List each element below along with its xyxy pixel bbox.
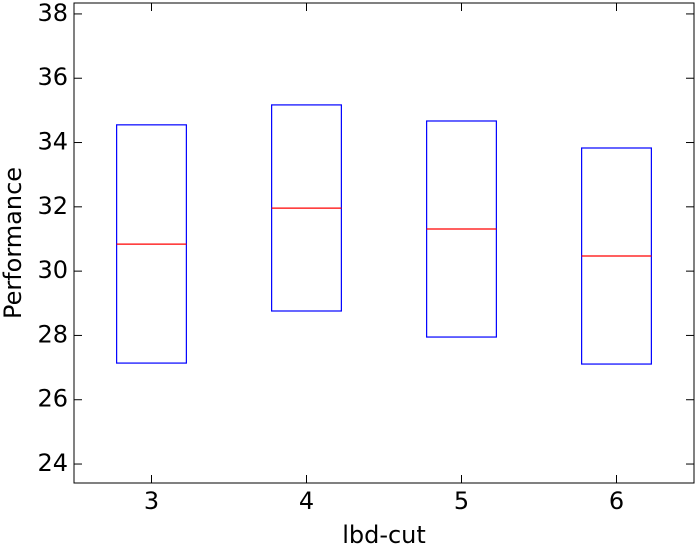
y-tick-label: 28: [37, 320, 68, 348]
y-tick-label: 38: [37, 0, 68, 27]
y-tick-label: 36: [37, 63, 68, 91]
y-tick-label: 30: [37, 256, 68, 284]
y-tick-label: 24: [37, 449, 68, 477]
y-tick-label: 34: [37, 128, 68, 156]
y-tick-label: 26: [37, 385, 68, 413]
plot-frame: [73, 2, 695, 484]
x-tick-label: 6: [609, 487, 624, 515]
y-axis-label: Performance: [0, 167, 27, 319]
y-tick-label: 32: [37, 192, 68, 220]
x-axis-label: lbd-cut: [342, 521, 426, 549]
x-tick-label: 4: [299, 487, 314, 515]
x-tick-label: 5: [454, 487, 469, 515]
x-tick-label: 3: [144, 487, 159, 515]
